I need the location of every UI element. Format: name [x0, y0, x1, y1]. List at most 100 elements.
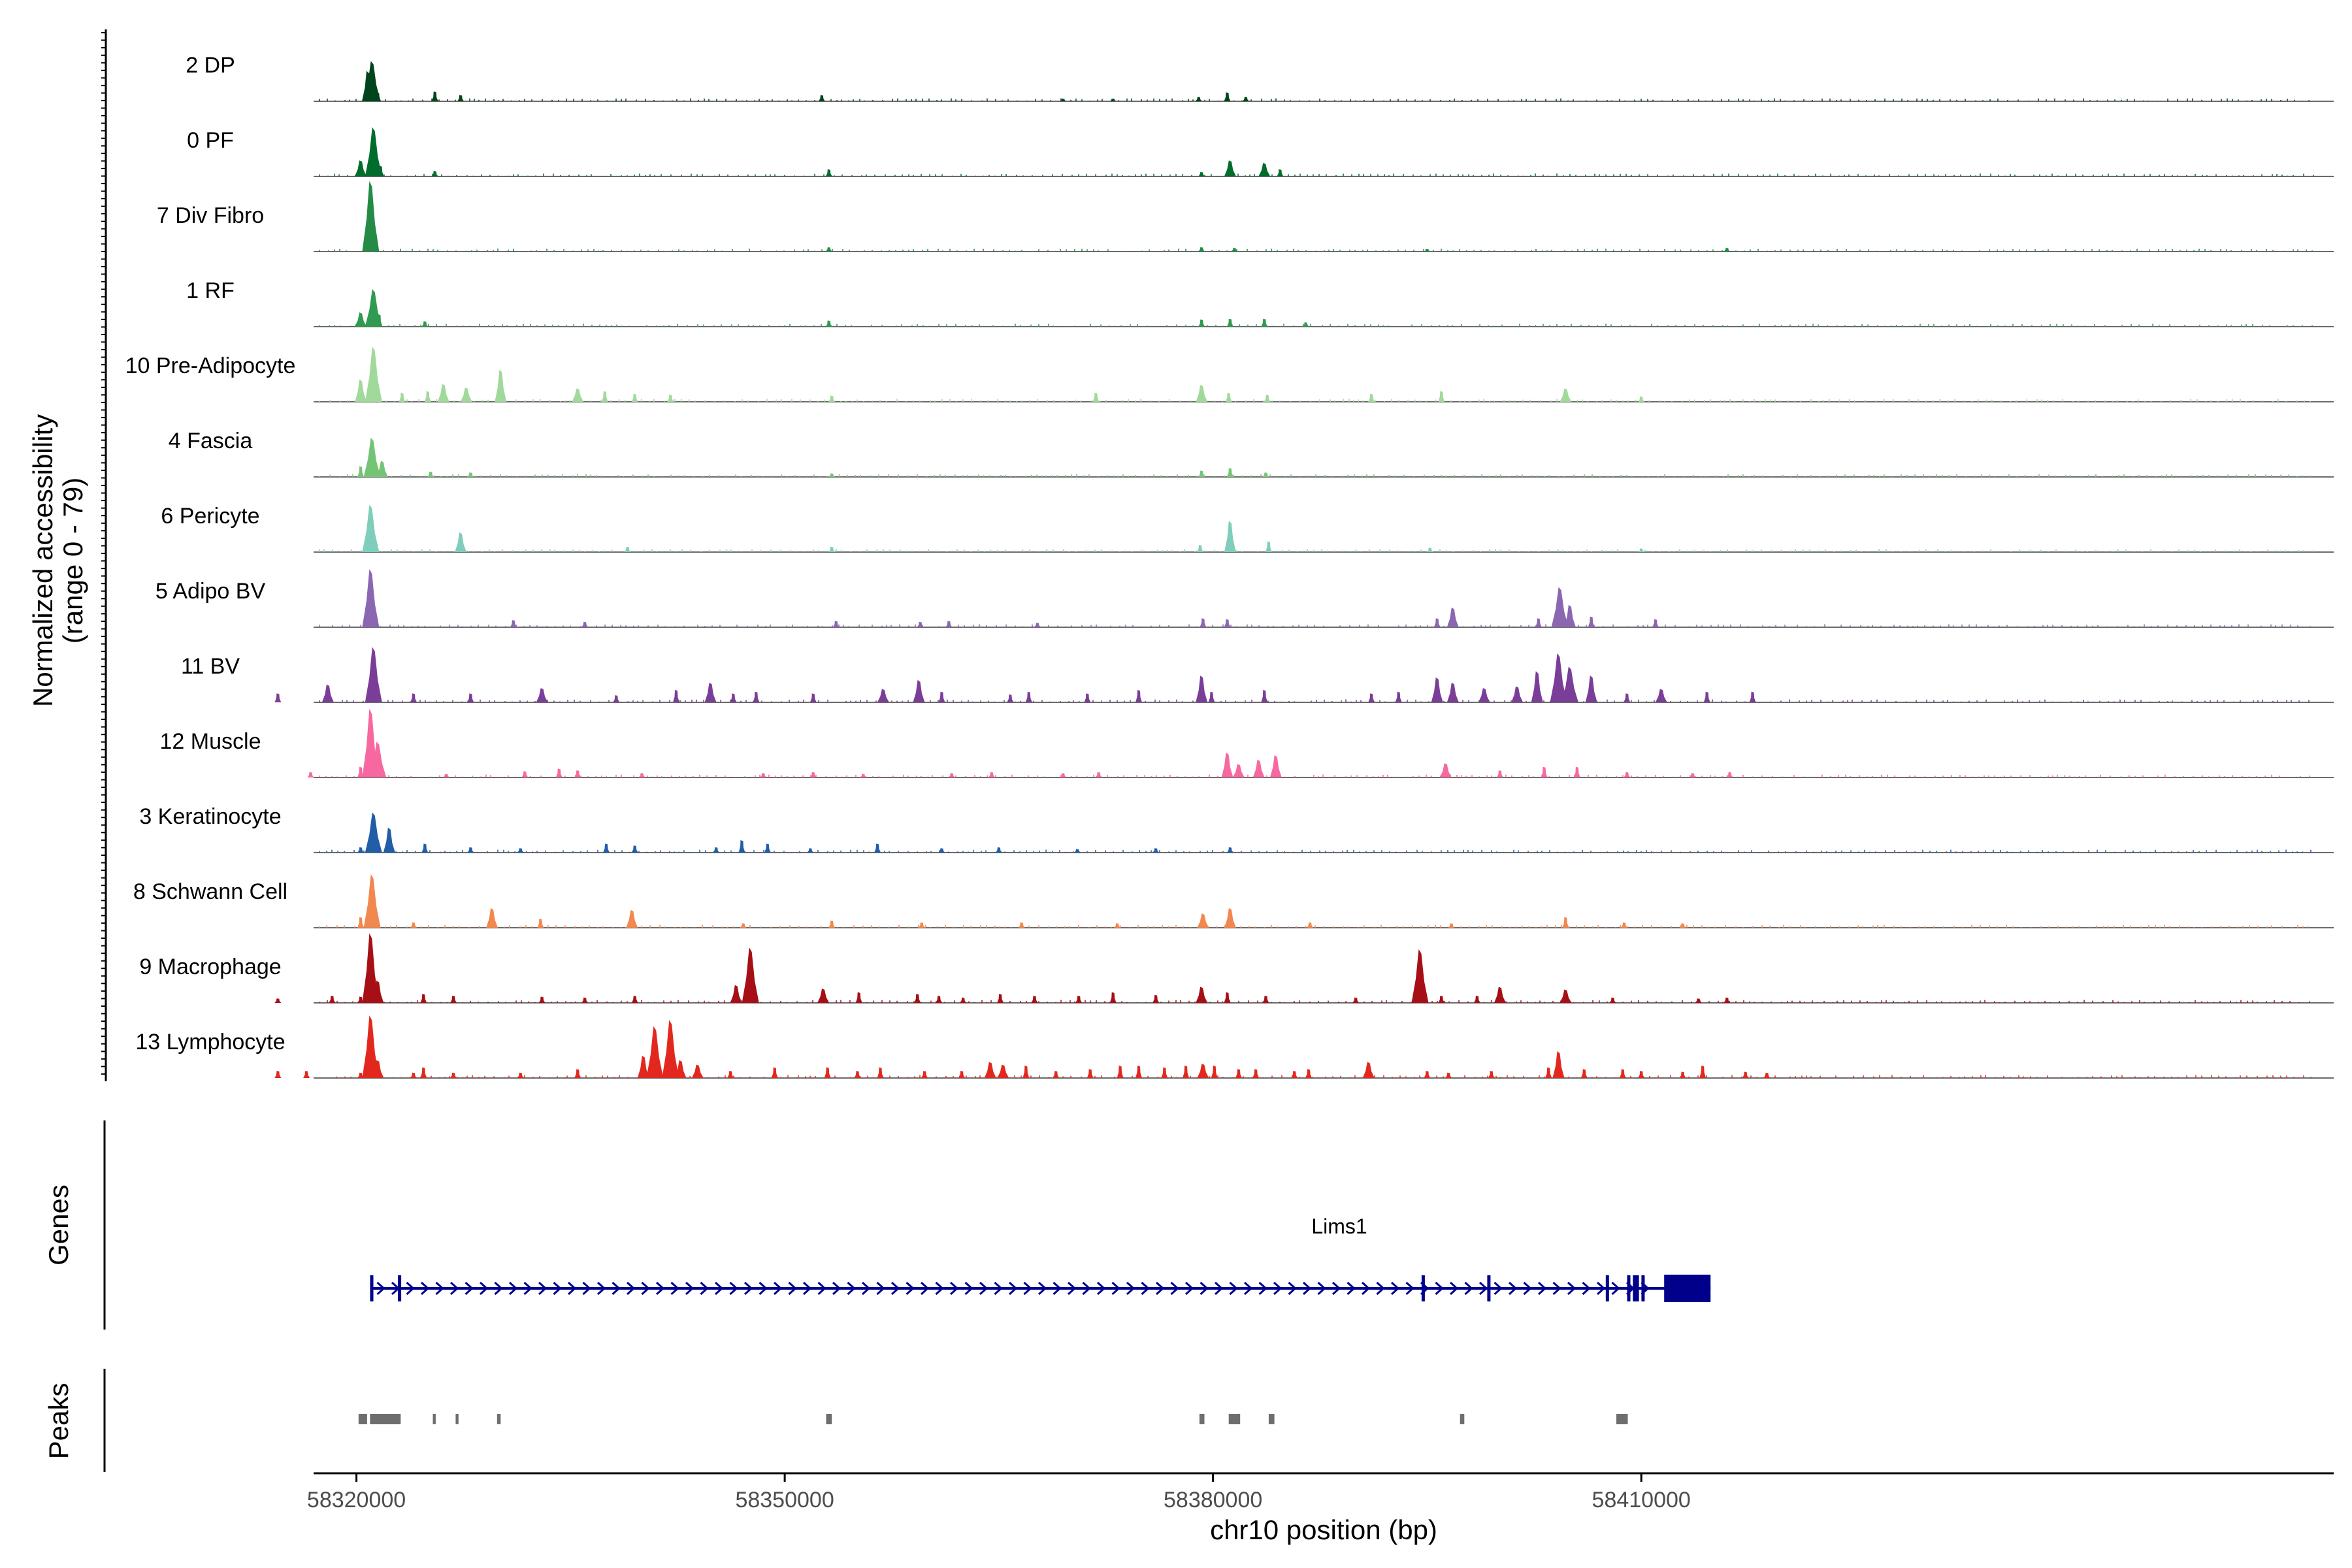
strand-arrow — [1582, 1281, 1591, 1296]
gene-exon — [398, 1275, 402, 1301]
coverage-peak — [357, 917, 365, 928]
coverage-peak — [1252, 1069, 1260, 1078]
coverage-peak — [1075, 996, 1083, 1003]
coverage-peak — [437, 384, 449, 402]
coverage-peak — [424, 391, 431, 402]
y-axis-label-line1: Normalized accessibility — [27, 414, 58, 707]
coverage-peak — [917, 621, 924, 627]
coverage-peak — [420, 1067, 427, 1078]
coverage-peak — [1053, 1071, 1060, 1078]
track-label: 5 Adipo BV — [155, 579, 266, 604]
coverage-peak — [1235, 1069, 1242, 1078]
strand-arrow — [508, 1281, 518, 1296]
x-tick-label: 58410000 — [1592, 1488, 1691, 1512]
strand-arrow — [817, 1281, 826, 1296]
coverage-peak — [603, 843, 610, 853]
coverage-peak — [372, 980, 384, 1003]
coverage-peak — [421, 321, 429, 327]
strand-arrow — [1494, 1281, 1503, 1296]
strand-arrow — [1449, 1281, 1459, 1296]
background-signal — [319, 173, 2314, 176]
coverage-peak — [1573, 766, 1580, 777]
coverage-peak — [738, 840, 745, 853]
coverage-peak — [574, 1069, 581, 1078]
coverage-peak — [1086, 1069, 1094, 1078]
strand-arrow — [1552, 1281, 1561, 1296]
coverage-peak — [958, 1071, 966, 1078]
coverage-peak — [637, 1055, 649, 1078]
coverage-peak — [828, 921, 836, 928]
coverage-peak — [1034, 623, 1041, 627]
coverage-peak — [824, 1067, 831, 1078]
coverage-peak — [274, 998, 282, 1003]
coverage-peak — [1638, 396, 1645, 402]
coverage-peak — [1368, 393, 1375, 402]
coverage-peak — [809, 772, 817, 777]
coverage-peak — [730, 985, 742, 1003]
gene-model — [370, 1275, 1711, 1302]
coverage-peak — [945, 621, 953, 627]
coverage-peak — [1446, 607, 1459, 627]
strand-arrow — [612, 1281, 621, 1296]
coverage-peak — [355, 160, 367, 176]
coverage-peak — [1545, 1067, 1552, 1078]
coverage-peak — [1488, 1071, 1495, 1078]
coverage-peak — [1224, 521, 1236, 552]
strand-arrow — [1037, 1281, 1047, 1296]
coverage-peak — [357, 1072, 365, 1078]
track-12-muscle: 12 Muscle — [160, 708, 2334, 778]
coverage-peak — [995, 847, 1002, 853]
coverage-peak — [443, 774, 450, 777]
coverage-peak — [517, 1072, 524, 1078]
strand-arrow — [1023, 1281, 1032, 1296]
coverage-peak — [357, 847, 365, 853]
coverage-peak — [355, 379, 367, 402]
x-axis: 58320000 58350000 58380000 58410000 chr10 p… — [307, 1472, 2334, 1545]
coverage-peak — [1446, 682, 1459, 702]
coverage-peak — [1580, 1069, 1588, 1078]
peak-region — [358, 1414, 367, 1424]
coverage-peak — [948, 773, 955, 777]
track-11-bv: 11 BV — [181, 647, 2334, 703]
coverage-peak — [363, 437, 381, 477]
coverage-peak — [1261, 318, 1268, 327]
coverage-peak — [1561, 666, 1578, 702]
coverage-peak — [321, 684, 334, 702]
coverage-peak — [1095, 772, 1102, 777]
x-axis-ticks: 58320000 58350000 58380000 58410000 — [307, 1473, 1691, 1512]
strand-arrow — [788, 1281, 797, 1296]
track-label: 0 PF — [187, 128, 234, 153]
coverage-peak — [1763, 1072, 1771, 1078]
coverage-peak — [1368, 693, 1375, 702]
x-tick-label: 58350000 — [735, 1488, 834, 1512]
coverage-peak — [825, 169, 832, 176]
coverage-peak — [753, 691, 760, 702]
gene-track: Genes Lims1 — [43, 1120, 1711, 1330]
coverage-peak — [760, 773, 767, 777]
coverage-peak — [1291, 1071, 1298, 1078]
coverage-peak — [997, 1064, 1009, 1078]
coverage-peak — [1448, 923, 1455, 928]
coverage-peak — [854, 1071, 861, 1078]
coverage-peak — [1198, 247, 1205, 252]
strand-arrow — [1200, 1281, 1209, 1296]
coverage-peak — [369, 742, 387, 777]
strand-arrow — [1243, 1281, 1253, 1296]
coverage-peak — [1211, 1065, 1218, 1078]
strand-arrow — [449, 1281, 459, 1296]
coverage-peak — [486, 907, 498, 928]
coverage-peak — [376, 461, 388, 477]
coverage-peak — [667, 395, 674, 402]
track-13-lymphocyte: 13 Lymphocyte — [135, 1015, 2334, 1079]
peak-region — [1460, 1414, 1465, 1424]
strand-arrow — [1008, 1281, 1018, 1296]
strand-arrow — [1390, 1281, 1400, 1296]
strand-arrow — [1111, 1281, 1120, 1296]
coverage-peak — [376, 314, 383, 327]
coverage-peak — [421, 843, 429, 853]
coverage-peak — [517, 848, 524, 853]
coverage-peak — [355, 312, 367, 327]
coverage-peak — [691, 1064, 704, 1078]
coverage-peak — [832, 621, 840, 627]
